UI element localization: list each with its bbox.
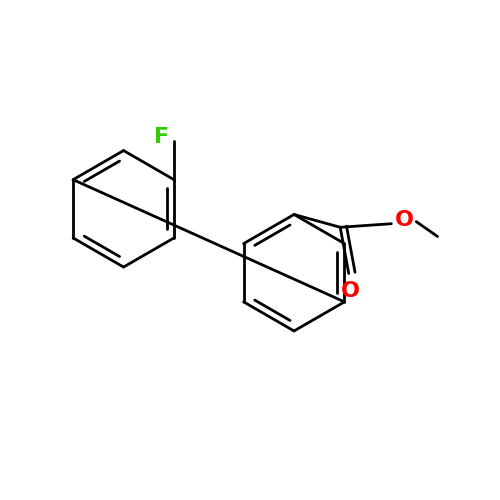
Text: O: O [394,210,413,230]
Text: O: O [340,281,359,301]
Text: F: F [154,127,169,147]
